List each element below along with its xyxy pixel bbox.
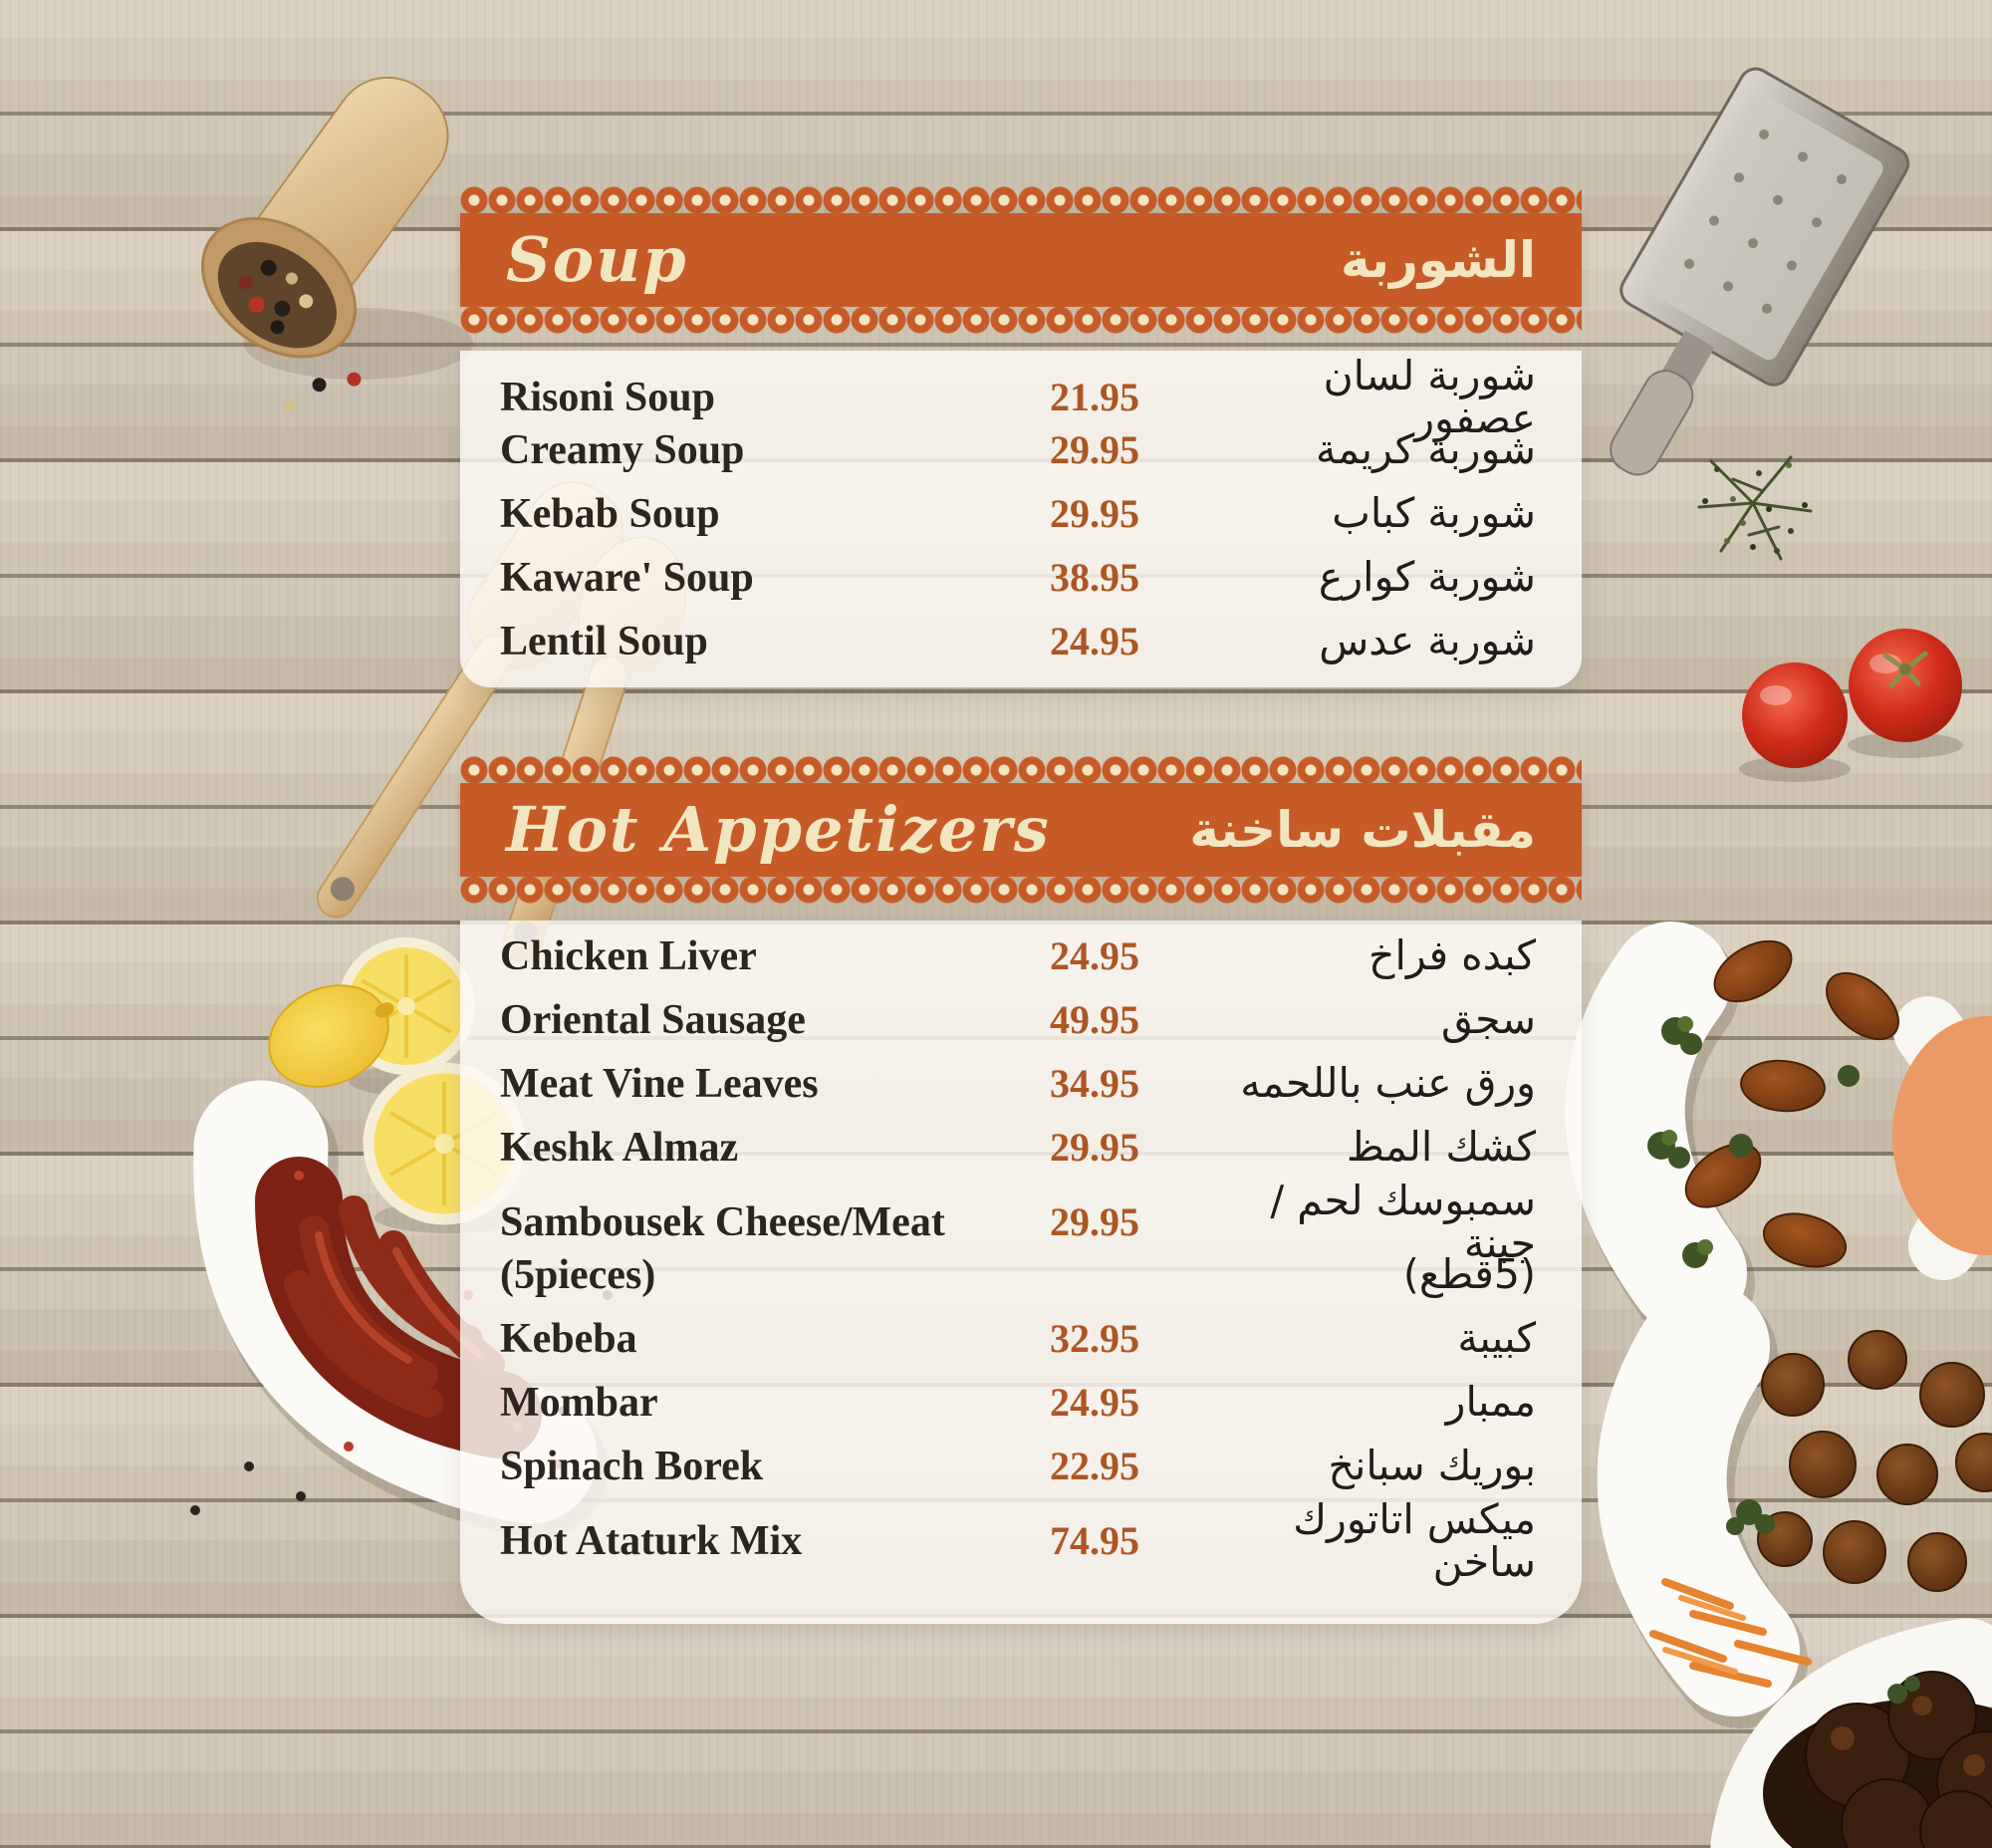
soup-items: Risoni Soup 21.95 شوربة لسان عصفور Cream… xyxy=(460,351,1582,687)
item-price: 24.95 xyxy=(1050,933,1139,978)
soup-header: Soup الشوربة xyxy=(460,213,1582,307)
menu-item-row: Lentil Soup 24.95 شوربة عدس xyxy=(500,610,1536,673)
item-name-ar: شوربة كوارع xyxy=(1318,553,1536,602)
item-price: 49.95 xyxy=(1050,997,1139,1042)
item-name-en: Risoni Soup xyxy=(500,375,715,420)
thyme-sprig-image xyxy=(1697,455,1813,561)
item-name-ar: شوربة كريمة xyxy=(1316,425,1536,474)
item-name-ar: ميكس اتاتورك ساخن xyxy=(1293,1495,1536,1587)
item-price: 21.95 xyxy=(1050,375,1139,420)
item-name-ar: بوريك سبانخ xyxy=(1328,1442,1536,1490)
item-name-ar: كشك المظ xyxy=(1346,1123,1536,1172)
item-name-ar: سمبوسك لحم /جبنة xyxy=(1270,1177,1536,1268)
item-note-ar: (5قطع) xyxy=(1402,1250,1536,1299)
item-name-en: Kebeba xyxy=(500,1315,637,1362)
item-name-ar: شوربة عدس xyxy=(1319,617,1536,665)
lace-border-bottom-icon xyxy=(460,307,1582,351)
menu-item-note-row: (5pieces) (5قطع) xyxy=(500,1243,1536,1307)
tomatoes-image xyxy=(1739,629,1963,782)
hot-appetizers-title-ar: مقبلات ساخنة xyxy=(1189,801,1536,859)
item-name-ar: شوربة كباب xyxy=(1332,489,1536,538)
soup-title-ar: الشوربة xyxy=(1340,231,1536,289)
menu-item-row: Sambousek Cheese/Meat 29.95 سمبوسك لحم /… xyxy=(500,1179,1536,1264)
meatball-plate-image xyxy=(1597,1282,1992,1728)
item-price: 38.95 xyxy=(1050,555,1139,600)
menu-item-row: Risoni Soup 21.95 شوربة لسان عصفور xyxy=(500,354,1536,439)
soup-title-en: Soup xyxy=(506,223,688,296)
item-price: 34.95 xyxy=(1050,1061,1139,1106)
item-name-en: Kaware' Soup xyxy=(500,554,754,601)
hot-appetizers-title-en: Hot Appetizers xyxy=(506,793,1051,866)
item-price: 29.95 xyxy=(1050,491,1139,536)
item-price: 24.95 xyxy=(1050,619,1139,663)
kibbeh-plate-image xyxy=(1565,922,1992,1345)
item-name-en: Spinach Borek xyxy=(500,1443,764,1489)
item-name-en: Keshk Almaz xyxy=(500,1124,739,1171)
item-name-en: Mombar xyxy=(500,1379,658,1426)
section-soup: Soup الشوربة Risoni Soup 21.95 شوربة لسا… xyxy=(460,169,1582,687)
wooden-scoop-image xyxy=(200,76,473,412)
item-name-ar: كبيبة xyxy=(1457,1314,1536,1363)
item-price: 29.95 xyxy=(1050,427,1139,472)
meat-dish-image xyxy=(1710,1618,1992,1848)
menu-item-row: Spinach Borek 22.95 بوريك سبانخ xyxy=(500,1435,1536,1498)
item-name-en: Lentil Soup xyxy=(500,618,708,664)
hot-appetizers-items: Chicken Liver 24.95 كبده فراخ Oriental S… xyxy=(460,921,1582,1624)
item-name-en: Kebab Soup xyxy=(500,490,720,537)
menu-item-row: Mombar 24.95 ممبار xyxy=(500,1371,1536,1435)
item-price: 24.95 xyxy=(1050,1380,1139,1425)
item-name-ar: ورق عنب باللحمه xyxy=(1240,1059,1536,1108)
menu-item-row: Hot Ataturk Mix 74.95 ميكس اتاتورك ساخن xyxy=(500,1497,1536,1583)
item-price: 74.95 xyxy=(1050,1518,1139,1564)
menu-item-row: Oriental Sausage 49.95 سجق xyxy=(500,988,1536,1052)
item-name-en: Chicken Liver xyxy=(500,932,757,979)
item-name-ar: شوربة لسان عصفور xyxy=(1323,352,1536,443)
item-note-en: (5pieces) xyxy=(500,1251,656,1298)
item-price: 22.95 xyxy=(1050,1444,1139,1488)
item-price: 32.95 xyxy=(1050,1316,1139,1361)
item-name-ar: سجق xyxy=(1440,995,1536,1044)
item-name-ar: كبده فراخ xyxy=(1368,931,1536,980)
lace-border-bottom-icon xyxy=(460,877,1582,921)
menu-item-row: Keshk Almaz 29.95 كشك المظ xyxy=(500,1116,1536,1180)
hot-appetizers-header: Hot Appetizers مقبلات ساخنة xyxy=(460,783,1582,877)
item-name-en: Meat Vine Leaves xyxy=(500,1060,819,1107)
metal-grater-image xyxy=(1610,67,1910,476)
item-name-ar: ممبار xyxy=(1445,1378,1536,1427)
item-name-en: Creamy Soup xyxy=(500,426,745,473)
menu-item-row: Meat Vine Leaves 34.95 ورق عنب باللحمه xyxy=(500,1052,1536,1116)
menu-item-row: Kebab Soup 29.95 شوربة كباب xyxy=(500,482,1536,546)
menu-item-row: Kaware' Soup 38.95 شوربة كوارع xyxy=(500,546,1536,610)
item-price: 29.95 xyxy=(1050,1125,1139,1170)
item-price: 29.95 xyxy=(1050,1199,1139,1245)
lace-border-top-icon xyxy=(460,169,1582,213)
item-name-en: Sambousek Cheese/Meat xyxy=(500,1199,945,1245)
section-hot-appetizers: Hot Appetizers مقبلات ساخنة Chicken Live… xyxy=(460,739,1582,1624)
lace-border-top-icon xyxy=(460,739,1582,783)
item-name-en: Oriental Sausage xyxy=(500,996,806,1043)
menu-item-row: Creamy Soup 29.95 شوربة كريمة xyxy=(500,418,1536,482)
item-name-en: Hot Ataturk Mix xyxy=(500,1518,803,1564)
menu-item-row: Kebeba 32.95 كبيبة xyxy=(500,1307,1536,1371)
menu-item-row: Chicken Liver 24.95 كبده فراخ xyxy=(500,924,1536,988)
